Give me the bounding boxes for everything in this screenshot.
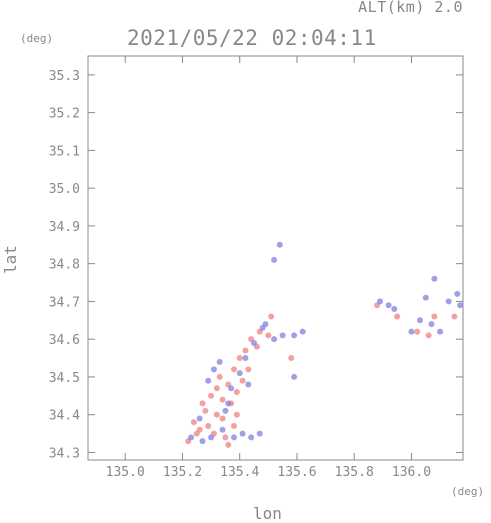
data-point	[251, 339, 258, 346]
data-point	[248, 434, 255, 441]
data-point	[202, 407, 209, 414]
data-point	[276, 241, 283, 248]
data-point	[245, 381, 252, 388]
data-point	[230, 434, 237, 441]
y-tick-label: 34.5	[49, 371, 80, 386]
data-point	[188, 434, 195, 441]
data-point	[391, 305, 398, 312]
data-point	[228, 385, 235, 392]
plot-frame	[87, 55, 464, 461]
data-point	[437, 328, 444, 335]
data-point	[385, 302, 392, 309]
data-point	[239, 377, 246, 384]
y-tick-label: 35.0	[49, 182, 80, 197]
data-point	[196, 415, 203, 422]
x-tick-label: 136.0	[392, 465, 431, 480]
data-point	[225, 400, 232, 407]
data-point	[431, 275, 438, 282]
x-tick-label: 135.8	[335, 465, 374, 480]
data-point	[245, 366, 252, 373]
data-point	[299, 328, 306, 335]
data-point	[193, 430, 200, 437]
y-tick-label: 34.8	[49, 258, 80, 273]
data-point	[199, 438, 206, 445]
y-tick-label: 35.1	[49, 144, 80, 159]
data-point	[222, 407, 229, 414]
data-point	[216, 373, 223, 380]
data-point	[205, 377, 212, 384]
data-point	[233, 411, 240, 418]
data-point	[422, 294, 429, 301]
data-point	[256, 430, 263, 437]
data-point	[417, 317, 424, 324]
y-tick-label: 34.6	[49, 333, 80, 348]
data-point	[236, 355, 243, 362]
y-axis-unit: (deg)	[20, 32, 54, 45]
data-point	[408, 328, 415, 335]
data-point	[222, 434, 229, 441]
data-points	[185, 241, 464, 448]
data-point	[213, 385, 220, 392]
data-point	[291, 373, 298, 380]
data-point	[288, 355, 295, 362]
x-axis-unit: (deg)	[451, 485, 485, 498]
data-point	[242, 355, 249, 362]
data-point	[271, 336, 278, 343]
data-point	[210, 366, 217, 373]
x-tick-label: 135.0	[106, 465, 145, 480]
data-point	[451, 313, 458, 320]
altitude-label: ALT(km) 2.0	[358, 0, 463, 16]
data-point	[239, 430, 246, 437]
y-tick-label: 35.3	[49, 69, 80, 84]
data-point	[242, 347, 249, 354]
chart-title: 2021/05/22 02:04:11	[127, 26, 377, 50]
data-point	[394, 313, 401, 320]
data-point	[265, 332, 272, 339]
data-point	[219, 415, 226, 422]
data-point	[431, 313, 438, 320]
data-point	[454, 290, 461, 297]
data-point	[376, 298, 383, 305]
data-point	[425, 332, 432, 339]
y-tick-label: 34.4	[49, 409, 80, 424]
data-point	[219, 426, 226, 433]
data-point	[233, 389, 240, 396]
x-tick-label: 135.4	[220, 465, 259, 480]
data-point	[205, 423, 212, 430]
data-point	[230, 366, 237, 373]
data-point	[428, 321, 435, 328]
data-point	[225, 441, 232, 448]
axis-ticks: 135.0 135.2 135.4 135.6 135.8 136.0 34.3 34.4 34…	[49, 56, 463, 480]
data-point	[208, 392, 215, 399]
data-point	[219, 396, 226, 403]
x-axis-label: lon	[253, 504, 282, 523]
data-point	[190, 419, 197, 426]
y-tick-label: 35.2	[49, 107, 80, 122]
data-point	[291, 332, 298, 339]
data-point	[213, 411, 220, 418]
x-tick-label: 135.6	[277, 465, 316, 480]
data-point	[414, 328, 421, 335]
data-point	[216, 358, 223, 365]
data-point	[268, 313, 275, 320]
data-point	[208, 434, 215, 441]
data-point	[445, 298, 452, 305]
data-point	[262, 321, 269, 328]
x-tick-label: 135.2	[163, 465, 202, 480]
data-point	[279, 332, 286, 339]
y-tick-label: 34.9	[49, 220, 80, 235]
data-point	[199, 400, 206, 407]
data-point	[271, 256, 278, 263]
data-point	[230, 423, 237, 430]
y-tick-label: 34.3	[49, 446, 80, 461]
data-point	[236, 370, 243, 377]
y-tick-label: 34.7	[49, 295, 80, 310]
data-point	[457, 302, 464, 309]
